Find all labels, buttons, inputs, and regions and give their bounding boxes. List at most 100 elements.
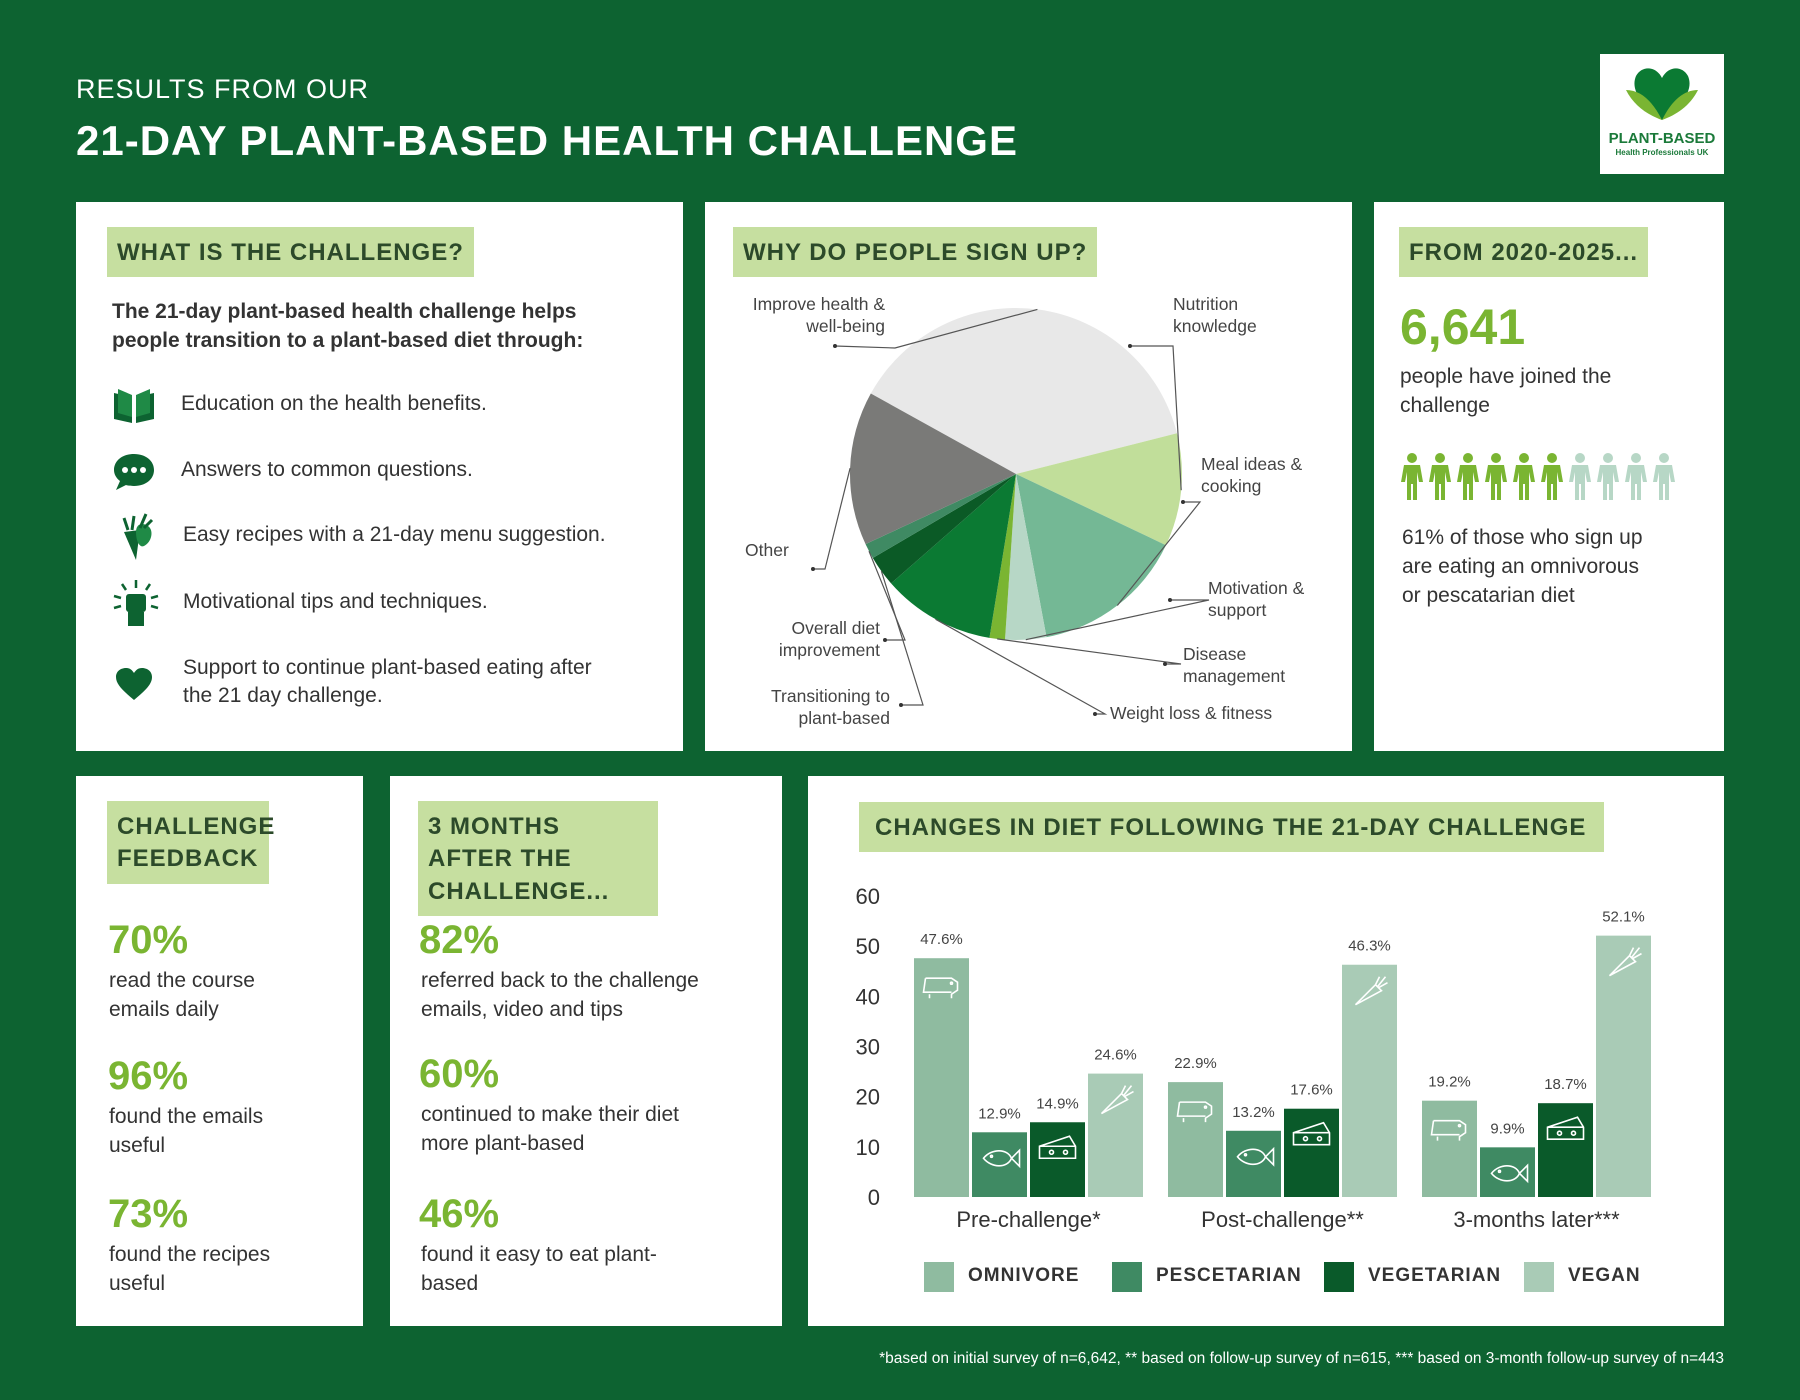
bar-value-label: 17.6% [1290, 1082, 1333, 1099]
pie-leader-dot [899, 703, 903, 707]
pie-label: Motivation & support [1208, 578, 1305, 620]
fish-icon [982, 1148, 1021, 1169]
speech-bubble-icon [114, 454, 154, 490]
bar-value-label: 22.9% [1174, 1055, 1217, 1072]
bar-omnivore [1422, 1100, 1477, 1197]
challenge-item-3: Easy recipes with a 21-day menu suggesti… [183, 523, 606, 546]
pig-icon [1176, 1101, 1213, 1123]
pie-label: Improve health & well-being [752, 294, 885, 336]
joined-stat-text: 61% of those who sign up are eating an o… [1402, 526, 1643, 607]
x-category-label: Pre-challenge* [956, 1207, 1101, 1232]
fish-icon [1236, 1146, 1275, 1167]
after-stat-1-value: 82% [419, 918, 500, 962]
challenge-item-4: Motivational tips and techniques. [183, 590, 488, 613]
diet-heading: CHANGES IN DIET FOLLOWING THE 21-DAY CHA… [859, 802, 1605, 853]
fish-icon [1490, 1163, 1529, 1184]
legend-swatch [1524, 1262, 1554, 1292]
y-tick-label: 0 [868, 1185, 880, 1210]
bar-vegan [1342, 964, 1397, 1197]
feedback-stat-1-text: read the course emails daily [109, 969, 255, 1022]
pie-leader-line [1116, 501, 1202, 606]
carrot-icon [1354, 976, 1388, 1006]
person-icon [1429, 453, 1451, 500]
joined-panel: FROM 2020-2025... 6,641 people have join… [1374, 202, 1724, 751]
people-row [1400, 452, 1690, 508]
pie-label: Meal ideas & cooking [1201, 454, 1303, 496]
vegetables-icon [122, 513, 154, 560]
bar-value-label: 18.7% [1544, 1076, 1587, 1093]
person-icon [1513, 453, 1535, 500]
legend-swatch [1112, 1262, 1142, 1292]
person-icon [1457, 453, 1479, 500]
logo-title: PLANT-BASED [1608, 130, 1716, 147]
feedback-stat-2-text: found the emails useful [109, 1105, 264, 1158]
pie-slice [1016, 474, 1166, 638]
bar-vegetarian [1538, 1103, 1593, 1197]
bar-value-label: 52.1% [1602, 909, 1645, 926]
feedback-stat-1-value: 70% [108, 918, 189, 962]
pig-icon [1430, 1119, 1467, 1141]
logo-subtitle: Health Professionals UK [1615, 148, 1709, 157]
x-category-label: 3-months later*** [1453, 1207, 1620, 1232]
bar-value-label: 12.9% [978, 1105, 1021, 1122]
feedback-heading: CHALLENGE FEEDBACK [107, 801, 274, 884]
after-heading: 3 MONTHS AFTER THE CHALLENGE... [418, 801, 658, 917]
pie-slice [891, 474, 1016, 638]
pie-leader-line [834, 308, 1038, 349]
feedback-stat-3-value: 73% [108, 1192, 189, 1236]
cheese-icon [1546, 1116, 1585, 1140]
pie-leader-dot [1163, 662, 1167, 666]
bar-vegetarian [1284, 1108, 1339, 1197]
pie-label: Weight loss & fitness [1110, 703, 1273, 723]
pie-leader-dot [833, 344, 837, 348]
pie-leader-dot [1168, 598, 1172, 602]
legend-label: OMNIVORE [968, 1265, 1080, 1286]
challenge-panel: WHAT IS THE CHALLENGE? The 21-day plant-… [76, 202, 683, 751]
pig-icon [922, 977, 959, 999]
pie-leader-dot [883, 638, 887, 642]
pie-leader-dot [1181, 500, 1185, 504]
pie-label: Transitioning to plant-based [771, 686, 890, 728]
pie-leader-line [1130, 345, 1182, 491]
after-stat-3-text: found it easy to eat plant-based [421, 1243, 657, 1296]
challenge-item-1: Education on the health benefits. [181, 392, 487, 415]
after-stat-1-text: referred back to the challenge emails, v… [421, 969, 699, 1022]
challenge-intro: The 21-day plant-based health challenge … [112, 300, 584, 353]
person-icon [1569, 453, 1591, 500]
logo: PLANT-BASED Health Professionals UK [1600, 54, 1724, 174]
after-panel: 3 MONTHS AFTER THE CHALLENGE... 82% refe… [390, 776, 782, 1326]
pie-leader-line [935, 618, 1108, 715]
signup-pie-chart [811, 307, 1210, 716]
pie-label: Nutrition knowledge [1173, 294, 1257, 336]
pie-slice [1005, 474, 1047, 641]
pie-slice [870, 307, 1177, 474]
joined-heading: FROM 2020-2025... [1399, 227, 1649, 278]
person-icon [1401, 453, 1423, 500]
cheese-icon [1038, 1135, 1077, 1160]
pie-leader-dot [811, 567, 815, 571]
page-title: 21-DAY PLANT-BASED HEALTH CHALLENGE [76, 117, 1018, 164]
carrot-icon [1100, 1085, 1134, 1115]
book-icon [114, 389, 154, 423]
pie-slice [1016, 433, 1182, 546]
joined-count: 6,641 [1400, 299, 1526, 355]
pie-slice [865, 474, 1016, 558]
signup-heading: WHY DO PEOPLE SIGN UP? [733, 227, 1098, 278]
feedback-stat-2-value: 96% [108, 1054, 189, 1098]
joined-count-text: people have joined the challenge [1400, 365, 1612, 418]
pie-label: Disease management [1183, 644, 1286, 686]
bar-omnivore [1168, 1082, 1223, 1197]
pie-leader-dot [1093, 712, 1097, 716]
bar-pescetarian [1480, 1147, 1535, 1197]
bar-value-label: 24.6% [1094, 1047, 1137, 1064]
pie-label: Overall diet improvement [778, 618, 880, 660]
challenge-heading: WHAT IS THE CHALLENGE? [107, 227, 474, 278]
bar-value-label: 14.9% [1036, 1095, 1079, 1112]
bar-value-label: 46.3% [1348, 938, 1391, 955]
challenge-item-2: Answers to common questions. [181, 458, 473, 481]
cheese-icon [1292, 1121, 1331, 1146]
pie-label: Other [745, 540, 789, 560]
after-stat-2-text: continued to make their diet more plant-… [421, 1103, 679, 1156]
pie-leader-dot [1128, 344, 1132, 348]
bar-value-label: 13.2% [1232, 1104, 1275, 1121]
